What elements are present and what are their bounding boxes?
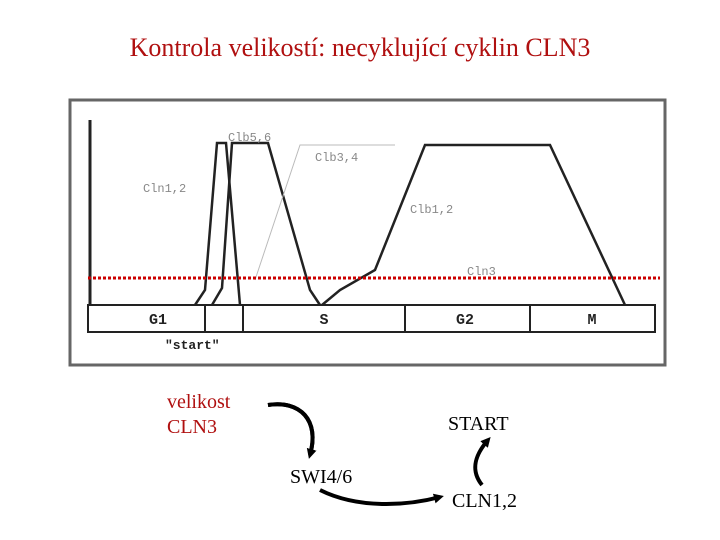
cln12-curve [193, 141, 242, 306]
node-label: START [448, 413, 509, 435]
node-label: CLN1,2 [452, 490, 517, 512]
arrow-shaft [267, 402, 315, 456]
curve-label: Cln3 [467, 265, 496, 279]
clb56-curve [210, 141, 322, 306]
phase-label: M [587, 312, 596, 329]
phase-bar [87, 304, 656, 333]
curves [193, 141, 627, 306]
arrow [267, 402, 317, 459]
clb34-curve [254, 144, 395, 281]
curve-label: Clb1,2 [410, 203, 453, 217]
phase-label: G2 [456, 312, 474, 329]
clb12-curve [321, 143, 627, 306]
slide-title: Kontrola velikostí: necyklující cyklin C… [130, 33, 591, 62]
start-marker: "start" [165, 338, 220, 353]
node-label: SWI4/6 [290, 466, 352, 488]
phase-label: G1 [149, 312, 167, 329]
curve-label: Cln1,2 [143, 182, 186, 196]
arrow [473, 436, 491, 487]
node-label: velikost [167, 391, 231, 413]
phase-dividers [204, 305, 531, 332]
curve-label: Clb3,4 [315, 151, 358, 165]
node-label: CLN3 [167, 416, 217, 438]
arrow [319, 488, 444, 506]
curve-label: Clb5,6 [228, 131, 271, 145]
phase-label: S [319, 312, 328, 329]
